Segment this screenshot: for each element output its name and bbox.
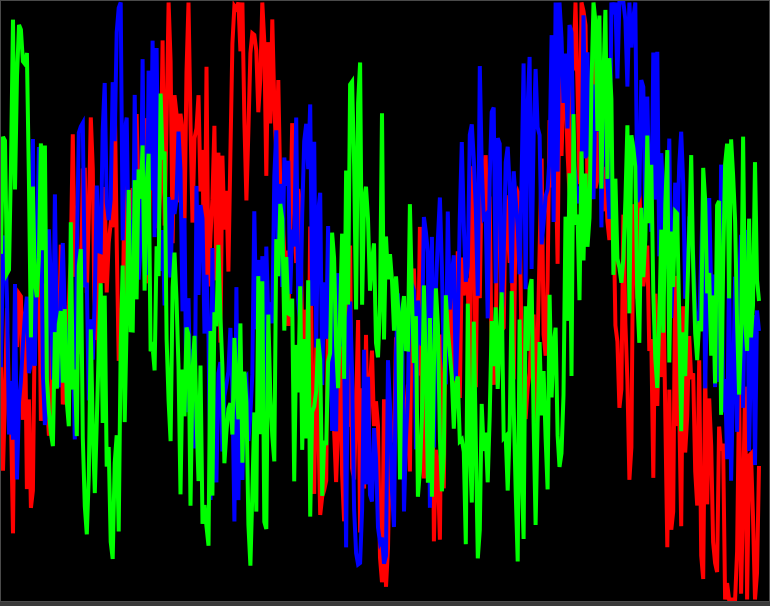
series-line-2 <box>1 1 761 569</box>
series-line-3 <box>1 2 761 566</box>
bottom-scroll-strip <box>0 602 770 606</box>
series-layer <box>1 1 761 601</box>
